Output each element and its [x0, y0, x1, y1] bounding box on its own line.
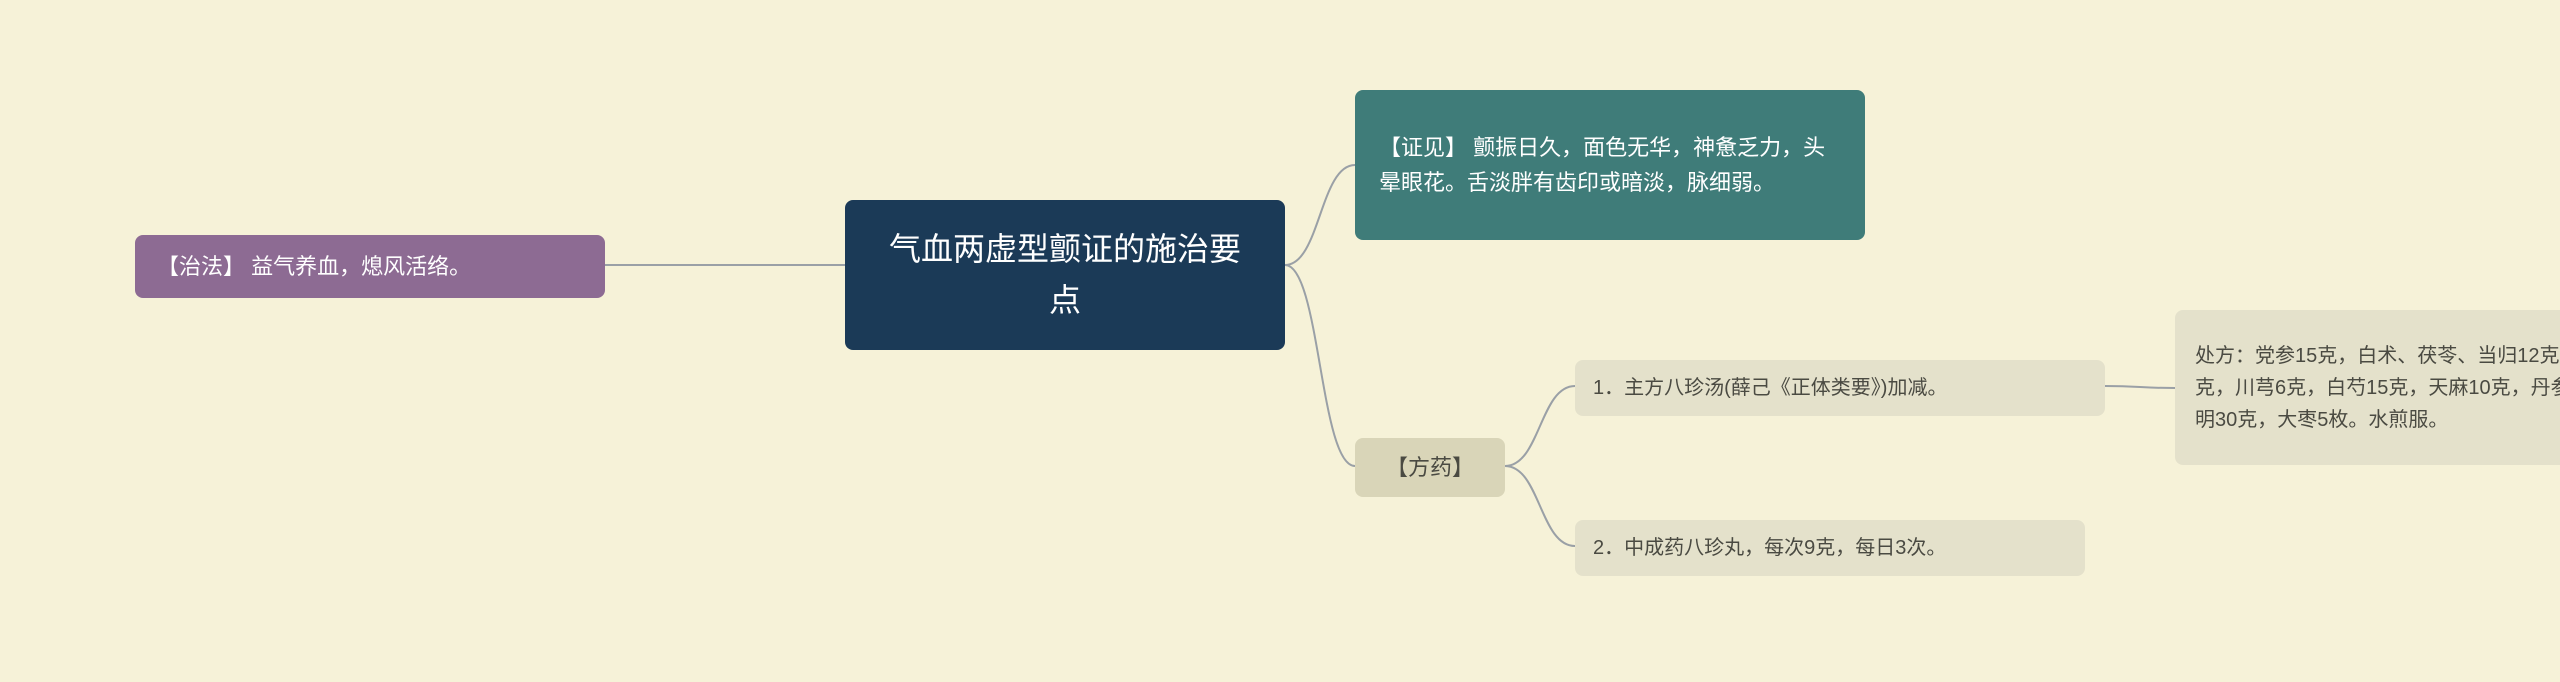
connector [1285, 165, 1355, 265]
connector [1505, 466, 1575, 546]
fy1-text: 1．主方八珍汤(薛己《正体类要》)加减。 [1593, 372, 1947, 404]
fy2-text: 2．中成药八珍丸，每次9克，每日3次。 [1593, 532, 1946, 564]
prescription-node: 【方药】 [1355, 438, 1505, 497]
connector [2105, 386, 2175, 388]
connector [1505, 386, 1575, 466]
root-node: 气血两虚型颤证的施治要点 [845, 200, 1285, 350]
prescription-detail: 处方：党参15克，白术、茯苓、当归12克，熟地黄18克，川芎6克，白芍15克，天… [2175, 310, 2560, 465]
zhengjian-text: 【证见】 颤振日久，面色无华，神惫乏力，头晕眼花。舌淡胖有齿印或暗淡，脉细弱。 [1379, 130, 1841, 200]
rx-text: 处方：党参15克，白术、茯苓、当归12克，熟地黄18克，川芎6克，白芍15克，天… [2195, 340, 2560, 436]
fangyao-text: 【方药】 [1386, 450, 1474, 485]
symptoms-node: 【证见】 颤振日久，面色无华，神惫乏力，头晕眼花。舌淡胖有齿印或暗淡，脉细弱。 [1355, 90, 1865, 240]
treatment-node: 【治法】 益气养血，熄风活络。 [135, 235, 605, 298]
zhifa-text: 【治法】 益气养血，熄风活络。 [157, 249, 471, 284]
prescription-item-1: 1．主方八珍汤(薛己《正体类要》)加减。 [1575, 360, 2105, 416]
prescription-item-2: 2．中成药八珍丸，每次9克，每日3次。 [1575, 520, 2085, 576]
root-text: 气血两虚型颤证的施治要点 [881, 224, 1249, 326]
connector [1285, 265, 1355, 466]
